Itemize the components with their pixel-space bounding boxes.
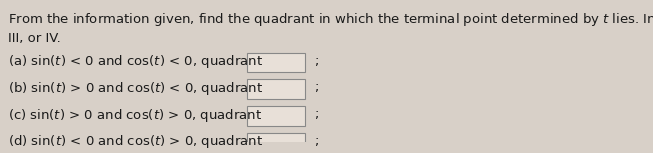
- Text: (a) sin($t$) < 0 and cos($t$) < 0, quadrant: (a) sin($t$) < 0 and cos($t$) < 0, quadr…: [8, 53, 263, 70]
- Text: (c) sin($t$) > 0 and cos($t$) > 0, quadrant: (c) sin($t$) > 0 and cos($t$) > 0, quadr…: [8, 107, 263, 124]
- Text: ;: ;: [314, 135, 319, 148]
- FancyBboxPatch shape: [247, 132, 306, 152]
- Text: ;: ;: [314, 81, 319, 94]
- Text: (b) sin($t$) > 0 and cos($t$) < 0, quadrant: (b) sin($t$) > 0 and cos($t$) < 0, quadr…: [8, 80, 263, 97]
- FancyBboxPatch shape: [247, 79, 306, 99]
- Text: III, or IV.: III, or IV.: [8, 32, 61, 45]
- FancyBboxPatch shape: [247, 53, 306, 72]
- Text: ;: ;: [314, 108, 319, 121]
- FancyBboxPatch shape: [247, 106, 306, 126]
- Text: From the information given, find the quadrant in which the terminal point determ: From the information given, find the qua…: [8, 11, 653, 28]
- Text: (d) sin($t$) < 0 and cos($t$) > 0, quadrant: (d) sin($t$) < 0 and cos($t$) > 0, quadr…: [8, 133, 263, 150]
- Text: ;: ;: [314, 55, 319, 68]
